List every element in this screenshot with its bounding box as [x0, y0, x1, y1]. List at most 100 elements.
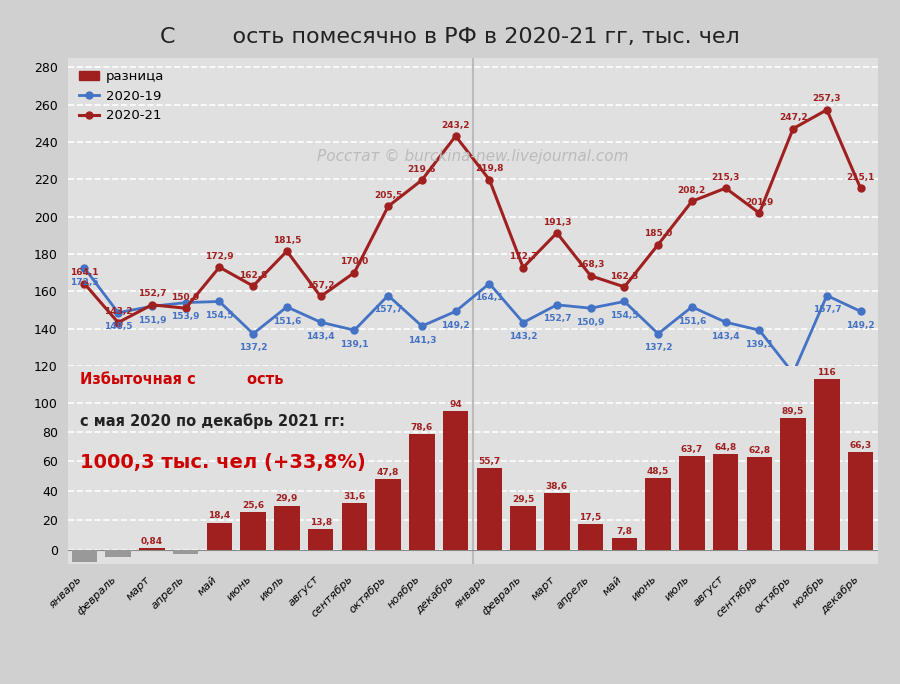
2020-21: [822, 106, 832, 114]
Text: 48,5: 48,5: [647, 467, 670, 476]
2020-19: [552, 301, 562, 309]
Text: 150,9: 150,9: [171, 293, 200, 302]
2020-19: [855, 307, 866, 315]
Text: 116: 116: [817, 368, 836, 377]
2020-21: [248, 282, 258, 290]
2020-19: [214, 298, 225, 306]
Bar: [713, 454, 738, 550]
Text: 170,0: 170,0: [340, 257, 368, 266]
Legend: разница, 2020-19, 2020-21: разница, 2020-19, 2020-21: [74, 65, 169, 127]
2020-21: [754, 209, 765, 218]
Bar: [780, 418, 806, 550]
Text: 31,6: 31,6: [343, 492, 365, 501]
Bar: [578, 524, 603, 550]
Text: 257,3: 257,3: [813, 94, 842, 103]
Text: 29,5: 29,5: [512, 495, 535, 504]
Text: 137,2: 137,2: [238, 343, 267, 352]
2020-21: [619, 282, 630, 291]
2020-21: [417, 176, 428, 184]
2020-21: [652, 241, 663, 249]
Text: 137,2: 137,2: [644, 343, 672, 352]
Line: 2020-21: 2020-21: [81, 106, 864, 326]
2020-21: [282, 247, 292, 255]
Text: 143,2: 143,2: [104, 307, 132, 316]
2020-21: [349, 268, 360, 276]
Text: 62,8: 62,8: [748, 446, 770, 455]
Bar: [848, 452, 873, 550]
Text: 17,5: 17,5: [580, 513, 602, 522]
Text: 78,6: 78,6: [410, 423, 433, 432]
2020-21: [788, 124, 798, 133]
Text: 243,2: 243,2: [441, 121, 470, 130]
Bar: [747, 458, 772, 550]
Bar: [308, 529, 333, 550]
Text: Росстат © burckina-new.livejournal.com: Росстат © burckina-new.livejournal.com: [317, 149, 628, 164]
Text: 201,9: 201,9: [745, 198, 774, 207]
Text: 63,7: 63,7: [680, 445, 703, 453]
Text: 149,2: 149,2: [846, 321, 875, 330]
Text: 47,8: 47,8: [377, 468, 400, 477]
Text: 25,6: 25,6: [242, 501, 265, 510]
Bar: [477, 468, 502, 550]
Text: 205,5: 205,5: [374, 191, 402, 200]
Bar: [814, 379, 840, 550]
Bar: [510, 506, 536, 550]
2020-19: [315, 318, 326, 326]
Text: 148,5: 148,5: [104, 322, 132, 331]
Text: 168,3: 168,3: [576, 261, 605, 269]
2020-21: [315, 292, 326, 300]
2020-21: [855, 185, 866, 193]
2020-19: [349, 326, 360, 334]
2020-21: [180, 304, 191, 313]
Text: с мая 2020 по декабрь 2021 гг:: с мая 2020 по декабрь 2021 гг:: [80, 413, 345, 429]
Text: 162,3: 162,3: [610, 272, 639, 280]
Text: 151,9: 151,9: [138, 316, 166, 325]
Text: 150,9: 150,9: [576, 318, 605, 327]
Text: 143,2: 143,2: [508, 332, 537, 341]
2020-19: [687, 303, 698, 311]
2020-21: [484, 176, 495, 184]
Text: 13,8: 13,8: [310, 518, 332, 527]
2020-19: [180, 298, 191, 306]
2020-19: [619, 298, 630, 306]
Bar: [207, 523, 232, 550]
Bar: [645, 478, 670, 550]
Bar: [375, 479, 401, 550]
Text: 7,8: 7,8: [616, 527, 633, 536]
Text: Избыточная с          ость: Избыточная с ость: [80, 372, 284, 386]
Bar: [443, 411, 468, 550]
2020-19: [450, 307, 461, 315]
Bar: [680, 456, 705, 550]
2020-19: [754, 326, 765, 334]
2020-21: [552, 228, 562, 237]
Text: 219,8: 219,8: [475, 164, 504, 173]
Text: 152,7: 152,7: [138, 289, 166, 298]
Text: 18,4: 18,4: [208, 512, 230, 521]
Text: 157,2: 157,2: [306, 281, 335, 290]
Text: 64,8: 64,8: [715, 443, 737, 452]
2020-19: [484, 280, 495, 288]
Text: 0,84: 0,84: [140, 537, 163, 547]
2020-19: [417, 322, 428, 330]
2020-21: [518, 263, 528, 272]
Text: 149,2: 149,2: [441, 321, 470, 330]
Bar: [105, 550, 130, 557]
2020-19: [585, 304, 596, 313]
2020-19: [822, 291, 832, 300]
Bar: [140, 549, 165, 550]
Text: 143,4: 143,4: [711, 332, 740, 341]
Text: 55,7: 55,7: [478, 456, 500, 466]
2020-19: [382, 291, 393, 300]
Text: 152,7: 152,7: [543, 315, 572, 324]
Bar: [544, 493, 570, 550]
Line: 2020-19: 2020-19: [81, 265, 864, 377]
Text: 143,4: 143,4: [306, 332, 335, 341]
Text: 89,5: 89,5: [782, 407, 805, 416]
Text: 139,1: 139,1: [340, 340, 369, 349]
2020-21: [214, 263, 225, 272]
Text: 157,7: 157,7: [374, 305, 402, 314]
Text: 157,7: 157,7: [813, 305, 842, 314]
Text: 208,2: 208,2: [678, 186, 706, 195]
Text: 162,8: 162,8: [238, 271, 267, 280]
Text: 94: 94: [449, 400, 462, 409]
